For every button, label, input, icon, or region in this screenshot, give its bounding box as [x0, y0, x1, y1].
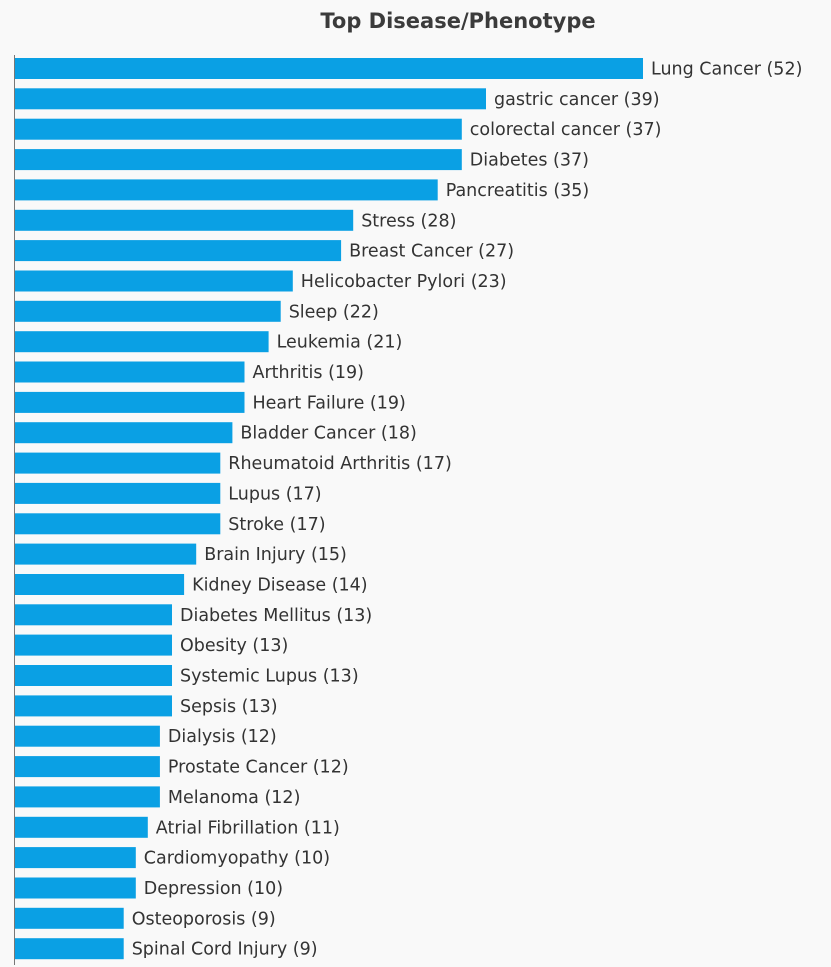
bar-label-19: Obesity (13) — [180, 636, 288, 656]
bar-label-11: Heart Failure (19) — [253, 393, 406, 413]
bar-9[interactable] — [15, 331, 269, 353]
bar-label-29: Spinal Cord Injury (9) — [132, 940, 318, 960]
bar-label-3: Diabetes (37) — [470, 151, 589, 171]
bar-29[interactable] — [15, 938, 124, 960]
bar-label-28: Osteoporosis (9) — [132, 909, 276, 929]
bar-5[interactable] — [15, 209, 354, 231]
bar-label-24: Melanoma (12) — [168, 788, 301, 808]
bar-20[interactable] — [15, 665, 172, 686]
bar-28[interactable] — [15, 907, 124, 929]
bar-13[interactable] — [15, 452, 221, 474]
bar-8[interactable] — [15, 300, 281, 322]
bar-7[interactable] — [15, 270, 293, 292]
bar-label-26: Cardiomyopathy (10) — [144, 849, 330, 869]
bar-label-27: Depression (10) — [144, 879, 283, 899]
bar-17[interactable] — [15, 574, 185, 595]
bar-label-17: Kidney Disease (14) — [192, 576, 368, 596]
bar-label-10: Arthritis (19) — [253, 363, 365, 383]
bar-label-15: Stroke (17) — [228, 515, 325, 535]
bar-label-9: Leukemia (21) — [277, 333, 403, 353]
bar-label-18: Diabetes Mellitus (13) — [180, 606, 372, 626]
bar-label-22: Dialysis (12) — [168, 727, 277, 747]
bar-label-4: Pancreatitis (35) — [446, 181, 590, 201]
bar-label-1: gastric cancer (39) — [494, 90, 660, 110]
bar-label-2: colorectal cancer (37) — [470, 120, 662, 140]
bar-16[interactable] — [15, 543, 197, 565]
bar-0[interactable] — [15, 58, 643, 79]
bar-2[interactable] — [15, 118, 462, 140]
bars-group — [15, 58, 643, 960]
bar-11[interactable] — [15, 391, 245, 413]
bar-label-21: Sepsis (13) — [180, 697, 278, 717]
bar-label-23: Prostate Cancer (12) — [168, 758, 349, 778]
bar-27[interactable] — [15, 877, 136, 899]
bar-18[interactable] — [15, 604, 172, 626]
bar-21[interactable] — [15, 695, 172, 717]
bar-12[interactable] — [15, 422, 233, 444]
bar-label-13: Rheumatoid Arthritis (17) — [228, 454, 451, 474]
bar-15[interactable] — [15, 513, 221, 535]
labels-group: Lung Cancer (52) gastric cancer (39) color… — [132, 60, 803, 960]
bar-label-7: Helicobacter Pylori (23) — [301, 272, 507, 292]
bar-6[interactable] — [15, 240, 342, 262]
bar-25[interactable] — [15, 816, 148, 838]
bar-14[interactable] — [15, 482, 221, 504]
bar-24[interactable] — [15, 786, 160, 808]
bar-1[interactable] — [15, 88, 486, 110]
bar-label-6: Breast Cancer (27) — [349, 242, 514, 262]
chart-title: Top Disease/Phenotype — [320, 9, 595, 33]
bar-label-12: Bladder Cancer (18) — [240, 424, 416, 444]
bar-label-5: Stress (28) — [361, 211, 456, 231]
bar-19[interactable] — [15, 634, 172, 656]
bar-label-8: Sleep (22) — [289, 302, 379, 322]
bar-label-25: Atrial Fibrillation (11) — [156, 818, 340, 838]
bar-label-20: Systemic Lupus (13) — [180, 667, 359, 687]
bar-23[interactable] — [15, 756, 160, 778]
bar-label-16: Brain Injury (15) — [204, 545, 347, 565]
bar-label-0: Lung Cancer (52) — [651, 60, 802, 80]
bar-3[interactable] — [15, 149, 462, 171]
bar-label-14: Lupus (17) — [228, 484, 321, 504]
bar-22[interactable] — [15, 725, 160, 747]
bar-10[interactable] — [15, 361, 245, 383]
bar-26[interactable] — [15, 847, 136, 869]
bar-4[interactable] — [15, 179, 438, 201]
